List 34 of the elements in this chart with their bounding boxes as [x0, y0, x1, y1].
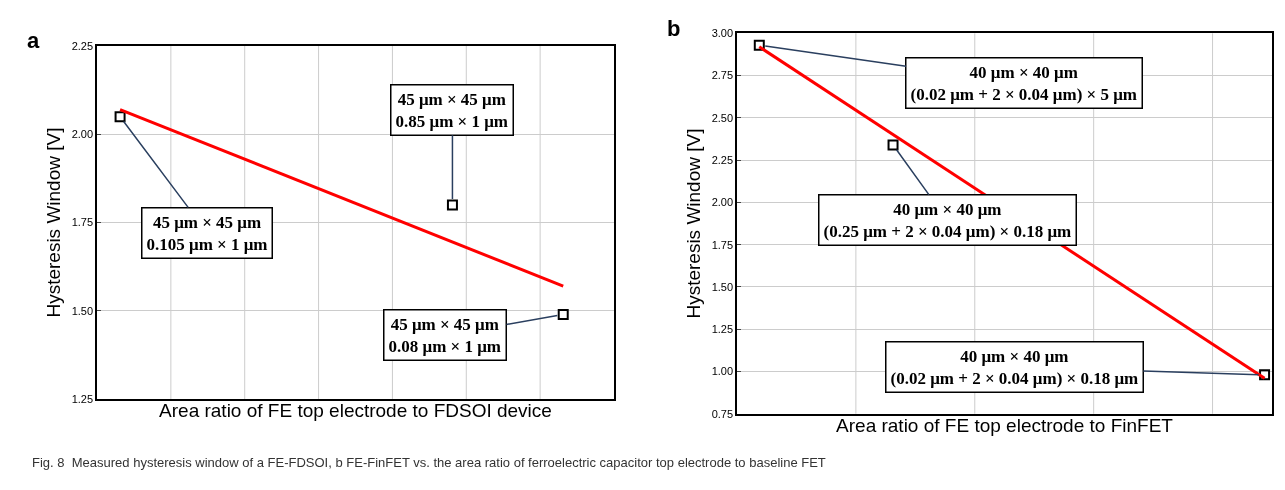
- chart-title: b: [667, 16, 681, 41]
- annotation: 45 μm × 45 μm 0.85 μm × 1 μm: [395, 89, 509, 131]
- y-tick-label: 2.50: [711, 111, 734, 124]
- annotation: 40 μm × 40 μm (0.02 μm + 2 × 0.04 μm) × 0.18 μm: [890, 346, 1139, 388]
- point: [446, 199, 458, 211]
- y-tick-label: 2.00: [711, 196, 734, 209]
- y-tick-label: 3.00: [711, 27, 734, 40]
- point: [753, 39, 765, 51]
- point: [887, 139, 899, 151]
- y-tick-label: 1.75: [711, 238, 734, 251]
- chart-title: a: [27, 28, 40, 53]
- y-tick-label: 1.75: [71, 216, 94, 229]
- y-tick-label: 1.00: [711, 365, 734, 378]
- y-tick-label: 1.50: [711, 280, 734, 293]
- annotation: 40 μm × 40 μm (0.02 μm + 2 × 0.04 μm) × 5 μm: [910, 62, 1138, 104]
- annotation: 40 μm × 40 μm (0.25 μm + 2 × 0.04 μm) × 0.18 μm: [823, 199, 1072, 241]
- x-axis-title: Area ratio of FE top electrode to FinFET: [836, 414, 1174, 436]
- point: [557, 308, 569, 320]
- y-tick-label: 0.75: [711, 407, 734, 420]
- annotation: 45 μm × 45 μm 0.105 μm × 1 μm: [146, 212, 268, 254]
- x-axis-title: Area ratio of FE top electrode to FDSOI device: [159, 400, 552, 422]
- y-axis-title: Hysteresis Window [V]: [42, 127, 64, 318]
- point: [114, 111, 126, 123]
- y-tick-label: 1.25: [711, 323, 734, 336]
- y-tick-label: 1.25: [71, 392, 94, 405]
- caption: Fig. 8 Measured hysteresis window of a FE-FDSOI, b FE-FinFET vs. the area ratio of ferroelectric capacitor top electrode to baseline FET: [32, 455, 826, 470]
- y-tick-label: 2.75: [711, 69, 734, 82]
- y-tick-label: 1.50: [71, 304, 94, 317]
- y-tick-label: 2.25: [711, 153, 734, 166]
- annotation: 45 μm × 45 μm 0.08 μm × 1 μm: [388, 314, 502, 356]
- y-tick-label: 2.25: [71, 39, 94, 52]
- y-axis-title: Hysteresis Window [V]: [682, 128, 704, 319]
- point: [1259, 369, 1271, 381]
- y-tick-label: 2.00: [71, 128, 94, 141]
